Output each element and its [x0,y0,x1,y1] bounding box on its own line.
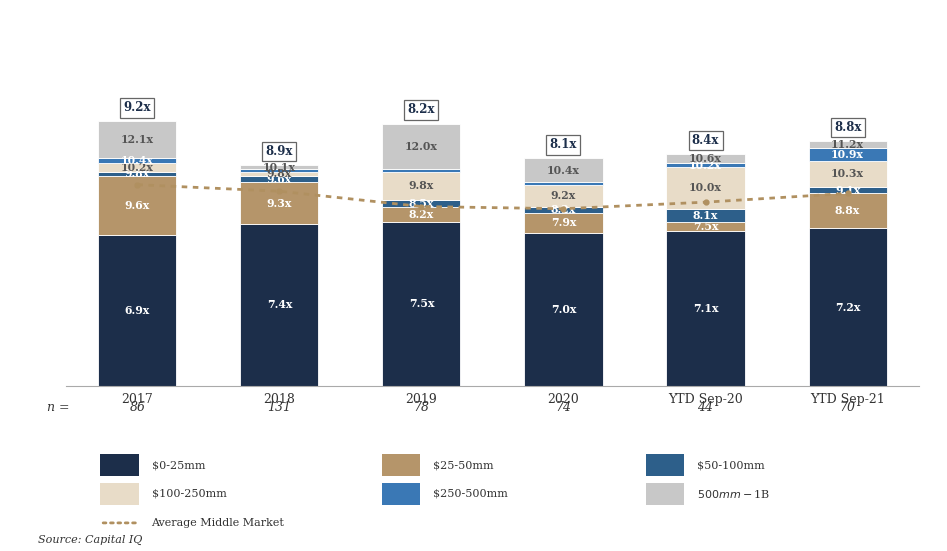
Bar [809,193,886,228]
Bar [525,185,602,207]
Text: 86: 86 [130,401,145,414]
Text: 8.2x: 8.2x [551,204,576,215]
Bar [98,121,176,159]
Text: $50-100mm: $50-100mm [697,460,765,470]
Bar [98,235,176,386]
Text: 9.3x: 9.3x [267,198,292,209]
Text: 10.4x: 10.4x [121,155,153,166]
Text: 8.5x: 8.5x [409,198,434,209]
Text: 9.8x: 9.8x [267,168,292,179]
Text: 10.3x: 10.3x [831,168,864,179]
Text: Average Middle Market: Average Middle Market [152,518,284,528]
Bar [241,171,318,176]
Bar [525,233,602,386]
Bar [241,165,318,169]
Text: 11.2x: 11.2x [831,139,864,150]
Bar [809,228,886,386]
Bar [383,200,460,207]
Bar [98,159,176,163]
Bar [646,483,684,505]
Bar [383,169,460,171]
Text: 78: 78 [414,401,429,414]
Text: 12.1x: 12.1x [121,134,153,145]
Bar [667,154,744,163]
Text: 10.1x: 10.1x [263,161,295,172]
Bar [383,123,460,169]
Text: All U.S. Middle Market M&A Transactions Valuation Multiples: All U.S. Middle Market M&A Transactions … [149,24,798,42]
Text: 7.9x: 7.9x [551,218,576,229]
Text: $500mm-$1B: $500mm-$1B [697,488,770,500]
Text: 8.2x: 8.2x [409,209,434,220]
Text: 7.0x: 7.0x [551,304,576,315]
Bar [667,230,744,386]
Bar [809,148,886,161]
Text: 7.5x: 7.5x [693,221,718,231]
Bar [98,176,176,235]
Text: 9.2x: 9.2x [123,101,152,114]
Text: Source: Capital IQ: Source: Capital IQ [38,535,142,545]
Bar [667,222,744,230]
Text: 9.1x: 9.1x [835,185,860,196]
Text: $100-250mm: $100-250mm [152,489,226,499]
Text: 10.6x: 10.6x [689,153,722,164]
Bar [382,455,420,476]
Bar [241,176,318,182]
Bar [382,483,420,505]
Text: 10.0x: 10.0x [689,182,722,193]
Text: 7.2x: 7.2x [835,301,860,312]
Bar [383,222,460,386]
Text: 10.9x: 10.9x [831,149,864,160]
Text: $250-500mm: $250-500mm [433,489,508,499]
Text: 70: 70 [840,401,855,414]
Bar [809,161,886,187]
Text: 8.1x: 8.1x [550,138,577,152]
Text: 8.9x: 8.9x [266,145,293,158]
Text: 8.2x: 8.2x [407,104,436,116]
Bar [525,207,602,213]
Text: 10.2x: 10.2x [121,161,153,172]
Text: 131: 131 [267,401,292,414]
Bar [98,163,176,171]
Text: 7.4x: 7.4x [267,299,292,310]
Text: 44: 44 [698,401,713,414]
Text: 7.1x: 7.1x [693,302,718,314]
Text: 9.6x: 9.6x [125,200,150,211]
Bar [667,209,744,222]
Text: 74: 74 [556,401,571,414]
Bar [525,182,602,185]
Bar [100,483,138,505]
Text: 8.8x: 8.8x [835,206,860,217]
Text: 9.6x: 9.6x [267,174,292,185]
Bar [525,213,602,233]
Text: 10.4x: 10.4x [547,165,580,176]
Text: 6.9x: 6.9x [125,305,150,316]
Text: 8.4x: 8.4x [692,134,719,147]
Bar [809,141,886,148]
Bar [646,455,684,476]
Text: 8.8x: 8.8x [834,121,861,134]
Bar [241,224,318,386]
Text: 9.2x: 9.2x [551,190,576,201]
Bar [383,207,460,222]
Text: 7.5x: 7.5x [409,298,434,309]
Text: n =: n = [46,401,69,414]
Bar [383,171,460,200]
Bar [809,187,886,193]
Text: 8.1x: 8.1x [693,210,718,221]
Text: 12.0x: 12.0x [405,141,438,152]
Bar [100,455,138,476]
Text: 10.2x: 10.2x [689,160,722,170]
Bar [667,167,744,209]
Text: 9.8x: 9.8x [409,180,434,191]
Bar [241,169,318,171]
Bar [98,171,176,176]
Bar [241,182,318,224]
Text: $25-50mm: $25-50mm [433,460,493,470]
Bar [667,163,744,167]
Text: $0-25mm: $0-25mm [152,460,205,470]
Bar [525,159,602,182]
Text: 9.8x: 9.8x [125,168,150,179]
